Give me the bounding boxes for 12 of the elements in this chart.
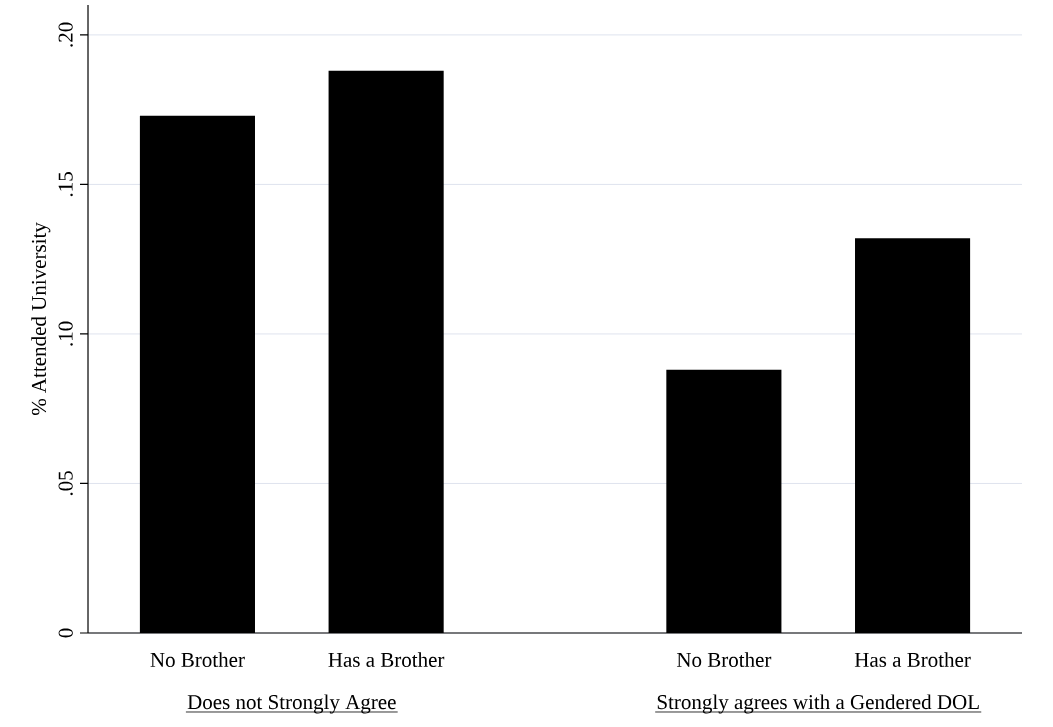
y-tick-label: .10	[58, 321, 73, 346]
y-tick-label: 0	[58, 628, 73, 638]
y-tick-label: .05	[58, 471, 73, 496]
y-axis-title: % Attended University	[31, 222, 51, 416]
x-tick-label: Has a Brother	[854, 652, 971, 667]
y-tick-label: .20	[58, 22, 73, 47]
x-tick-label: No Brother	[676, 652, 772, 667]
x-tick-label: Has a Brother	[328, 652, 445, 667]
text: Strongly agrees with a Gendered DOL	[657, 694, 979, 714]
x-tick-label: No Brother	[150, 652, 245, 667]
text: Does not Strongly Agree	[187, 694, 396, 714]
y-tick-label: .15	[58, 172, 73, 197]
